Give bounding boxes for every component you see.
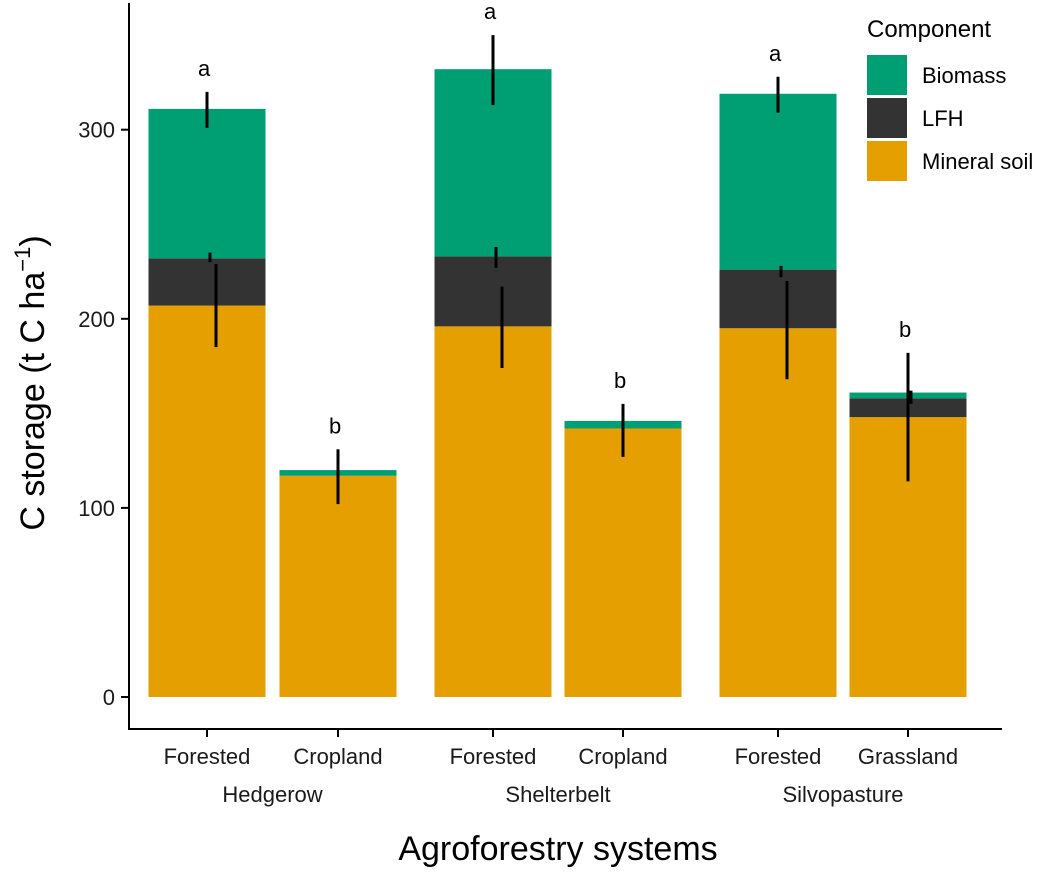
group-label-silvopasture: Silvopasture [782,782,903,807]
y-axis-title-close: ) [14,235,52,246]
significance-letter-0: a [198,56,211,81]
y-axis-title-main: C storage (t C ha [14,272,52,531]
bar-mineral-soil-4 [719,328,837,697]
legend-label-biomass: Biomass [922,63,1006,88]
legend-swatch-mineral-soil [867,141,907,181]
x-tick-label-4: Forested [735,744,822,769]
legend-swatch-lfh [867,98,907,138]
y-axis-title-superscript: −1 [10,247,35,272]
y-tick-label-0: 0 [103,685,115,710]
legend-entries: Biomass LFH Mineral soil [867,55,1033,181]
bars-layer [148,69,967,697]
significance-letter-1: b [329,413,341,438]
y-ticks-layer: 0 100 200 300 [78,118,129,710]
bar-lfh-4 [719,269,837,329]
y-axis-title: C storage (t C ha−1) [10,235,52,530]
bar-lfh-0 [148,258,266,306]
x-tick-label-0: Forested [164,744,251,769]
bar-biomass-4 [719,93,837,270]
legend-label-lfh: LFH [922,106,964,131]
x-axis-title: Agroforestry systems [398,830,717,868]
group-label-shelterbelt: Shelterbelt [505,782,610,807]
error-bars-layer [205,35,913,505]
bar-lfh-2 [434,256,552,327]
significance-letters-layer: a b a b a b [198,0,911,438]
x-tick-label-2: Forested [450,744,537,769]
bar-mineral-soil-1 [279,475,397,697]
bar-mineral-soil-2 [434,326,552,697]
x-tick-label-3: Cropland [578,744,667,769]
significance-letter-5: b [899,317,911,342]
significance-letter-4: a [769,41,782,66]
bar-biomass-0 [148,108,266,259]
x-tick-label-1: Cropland [293,744,382,769]
bar-mineral-soil-0 [148,305,266,697]
group-label-hedgerow: Hedgerow [222,782,322,807]
bar-mineral-soil-3 [564,428,682,697]
legend-label-mineral-soil: Mineral soil [922,149,1033,174]
legend: Component Biomass LFH Mineral soil [867,16,1033,181]
significance-letter-2: a [484,0,497,24]
legend-title: Component [867,16,991,43]
significance-letter-3: b [614,368,626,393]
x-tick-label-5: Grassland [858,744,958,769]
y-tick-label-100: 100 [78,496,115,521]
y-tick-label-200: 200 [78,307,115,332]
y-tick-label-300: 300 [78,118,115,143]
x-ticks-layer: Forested Cropland Forested Cropland Forested… [164,729,958,807]
legend-swatch-biomass [867,55,907,95]
